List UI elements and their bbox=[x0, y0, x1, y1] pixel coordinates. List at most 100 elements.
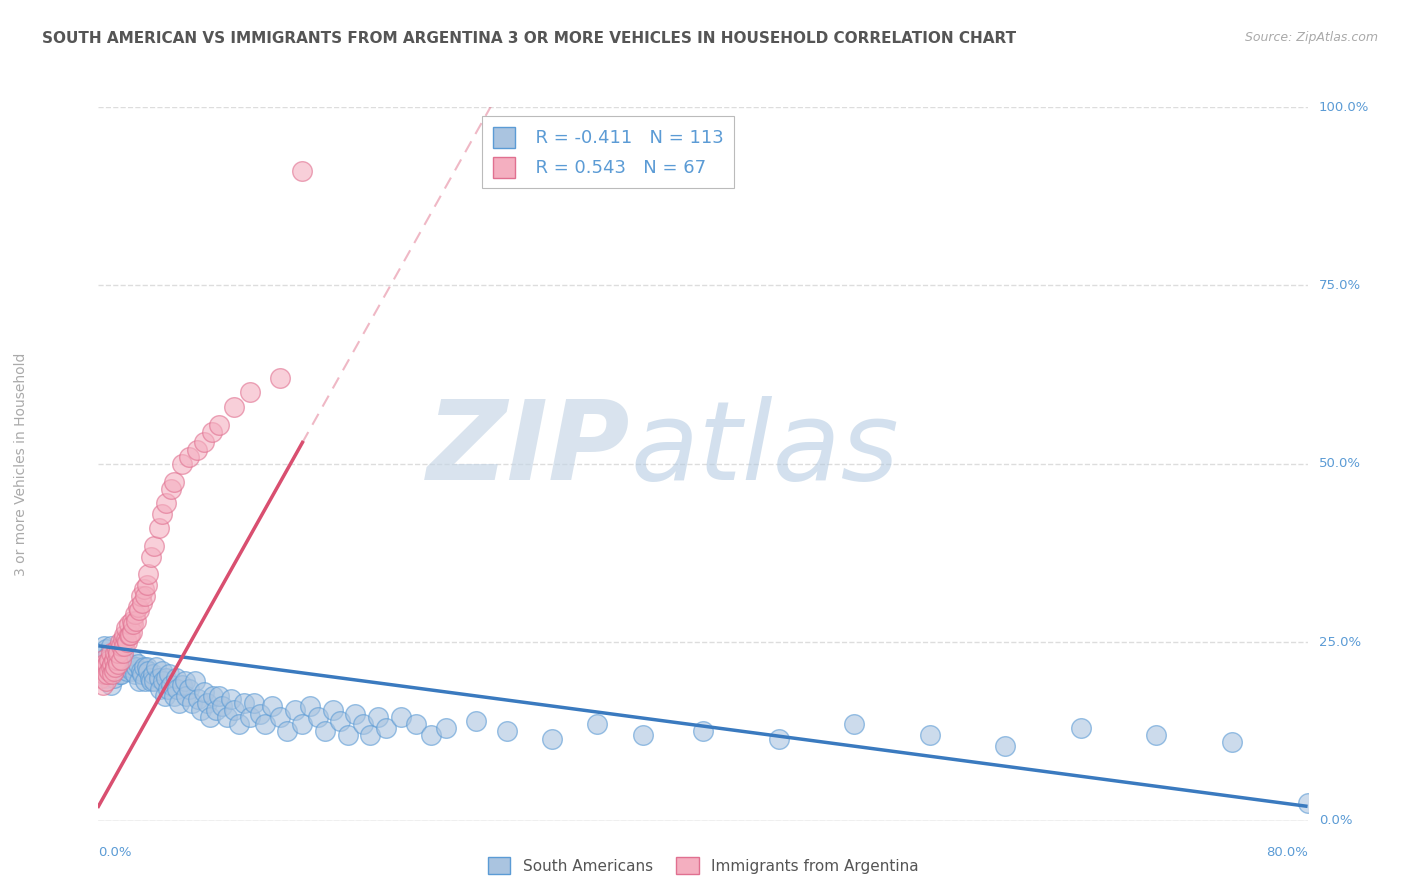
Point bbox=[253, 717, 276, 731]
Point bbox=[120, 657, 142, 671]
Point bbox=[135, 660, 157, 674]
Point bbox=[149, 681, 172, 696]
Point bbox=[389, 710, 412, 724]
Point bbox=[91, 664, 114, 678]
Point bbox=[118, 660, 141, 674]
Point bbox=[1144, 728, 1167, 742]
Point bbox=[93, 667, 115, 681]
Point bbox=[115, 664, 138, 678]
Point bbox=[89, 660, 111, 674]
Point bbox=[195, 696, 218, 710]
Point bbox=[145, 660, 167, 674]
Point bbox=[405, 717, 427, 731]
Point bbox=[100, 639, 122, 653]
Point bbox=[91, 653, 114, 667]
Point bbox=[125, 614, 148, 628]
Point bbox=[174, 689, 197, 703]
Point bbox=[159, 667, 181, 681]
Point bbox=[118, 617, 141, 632]
Point bbox=[101, 667, 124, 681]
Point bbox=[110, 667, 132, 681]
Point bbox=[352, 717, 374, 731]
Point bbox=[692, 724, 714, 739]
Point bbox=[232, 696, 254, 710]
Point bbox=[193, 685, 215, 699]
Point bbox=[110, 653, 132, 667]
Point bbox=[190, 703, 212, 717]
Text: 0.0%: 0.0% bbox=[98, 846, 132, 859]
Point bbox=[200, 710, 222, 724]
Point bbox=[100, 660, 122, 674]
Point bbox=[134, 589, 156, 603]
Point bbox=[208, 417, 231, 432]
Point bbox=[94, 660, 117, 674]
Point bbox=[465, 714, 488, 728]
Point bbox=[284, 703, 307, 717]
Point bbox=[91, 678, 114, 692]
Point bbox=[120, 628, 142, 642]
Point bbox=[215, 710, 238, 724]
Point bbox=[136, 567, 159, 582]
Point bbox=[844, 717, 866, 731]
Point bbox=[173, 674, 195, 689]
Point bbox=[125, 660, 148, 674]
Point bbox=[156, 681, 179, 696]
Point bbox=[112, 653, 135, 667]
Point bbox=[96, 657, 118, 671]
Text: 75.0%: 75.0% bbox=[1319, 279, 1361, 292]
Point bbox=[98, 664, 121, 678]
Point bbox=[1220, 735, 1243, 749]
Point bbox=[107, 646, 129, 660]
Point bbox=[367, 710, 389, 724]
Point bbox=[98, 657, 121, 671]
Point bbox=[160, 482, 183, 496]
Point bbox=[322, 703, 344, 717]
Point bbox=[121, 624, 143, 639]
Point bbox=[1070, 721, 1092, 735]
Point bbox=[141, 674, 163, 689]
Point bbox=[224, 703, 246, 717]
Point bbox=[112, 639, 135, 653]
Point bbox=[360, 728, 382, 742]
Point bbox=[94, 671, 117, 685]
Point bbox=[586, 717, 609, 731]
Point bbox=[103, 653, 125, 667]
Point bbox=[336, 728, 359, 742]
Point bbox=[101, 657, 124, 671]
Point bbox=[103, 664, 125, 678]
Text: atlas: atlas bbox=[630, 396, 898, 503]
Text: 0.0%: 0.0% bbox=[1319, 814, 1353, 827]
Point bbox=[110, 639, 132, 653]
Point bbox=[153, 689, 176, 703]
Point bbox=[299, 699, 322, 714]
Point bbox=[135, 578, 157, 592]
Point bbox=[165, 671, 187, 685]
Point bbox=[181, 696, 204, 710]
Point bbox=[148, 521, 170, 535]
Point bbox=[155, 671, 177, 685]
Point bbox=[132, 582, 155, 596]
Text: 3 or more Vehicles in Household: 3 or more Vehicles in Household bbox=[14, 352, 28, 575]
Point bbox=[170, 457, 193, 471]
Point bbox=[114, 657, 136, 671]
Point bbox=[90, 671, 112, 685]
Point bbox=[152, 674, 174, 689]
Point bbox=[93, 639, 115, 653]
Point bbox=[104, 649, 127, 664]
Point bbox=[89, 646, 111, 660]
Point bbox=[228, 717, 250, 731]
Point bbox=[167, 696, 190, 710]
Point bbox=[201, 425, 224, 439]
Legend:   R = -0.411   N = 113,   R = 0.543   N = 67: R = -0.411 N = 113, R = 0.543 N = 67 bbox=[482, 116, 734, 188]
Point bbox=[107, 657, 129, 671]
Point bbox=[187, 692, 209, 706]
Point bbox=[166, 681, 188, 696]
Text: ZIP: ZIP bbox=[427, 396, 630, 503]
Point bbox=[127, 599, 149, 614]
Point bbox=[110, 646, 132, 660]
Point bbox=[329, 714, 352, 728]
Point bbox=[243, 696, 266, 710]
Point bbox=[122, 617, 145, 632]
Point bbox=[100, 678, 122, 692]
Point bbox=[139, 671, 162, 685]
